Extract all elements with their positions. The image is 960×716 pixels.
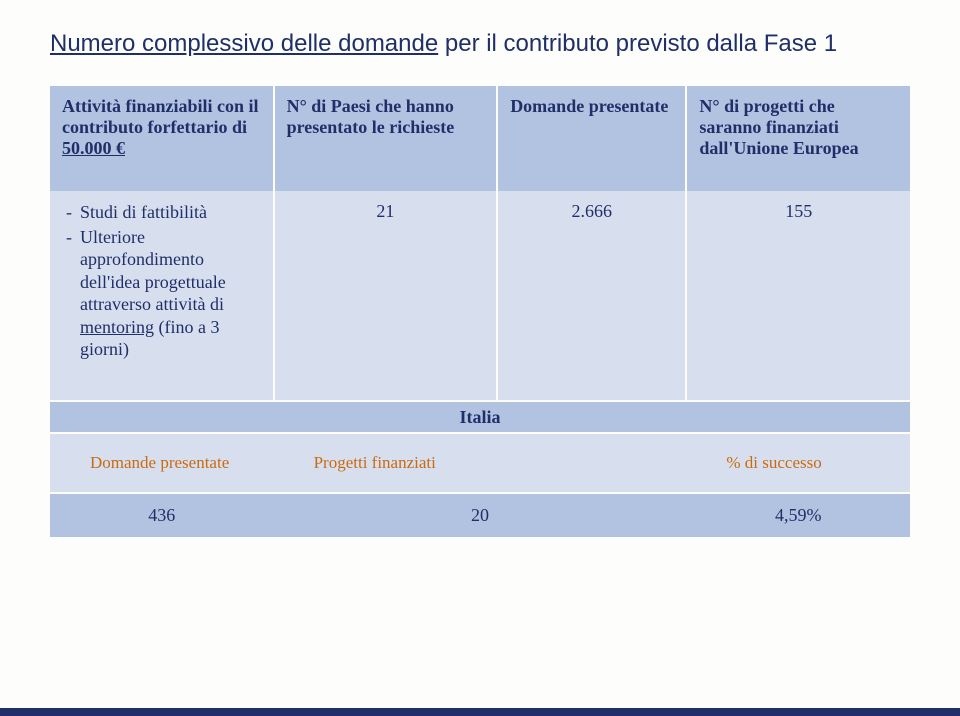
- header-col1-text: Attività finanziabili con il contributo …: [62, 96, 259, 137]
- italia-label: Italia: [50, 401, 910, 433]
- val-progetti: 20: [274, 493, 687, 537]
- b2-u: mentoring: [80, 317, 154, 337]
- footer-line: [0, 708, 960, 716]
- italia-header-row: Italia: [50, 401, 910, 433]
- cell-domande: 2.666: [497, 191, 686, 401]
- header-col1-amount: 50.000 €: [62, 138, 125, 158]
- italia-subheader-row: Domande presentate Progetti finanziati %…: [50, 433, 910, 493]
- main-table: Attività finanziabili con il contributo …: [50, 86, 910, 537]
- header-row: Attività finanziabili con il contributo …: [50, 86, 910, 191]
- list-item: Ulteriore approfondimento dell'idea prog…: [66, 226, 261, 361]
- header-col4: N° di progetti che saranno finanziati da…: [686, 86, 910, 191]
- activities-list: Studi di fattibilità Ulteriore approfond…: [62, 201, 261, 361]
- subheader-successo: % di successo: [686, 433, 910, 493]
- header-col3: Domande presentate: [497, 86, 686, 191]
- title-rest: per il contributo previsto dalla Fase 1: [438, 30, 837, 57]
- val-successo: 4,59%: [686, 493, 910, 537]
- cell-paesi: 21: [274, 191, 498, 401]
- cell-progetti: 155: [686, 191, 910, 401]
- b2-pre: Ulteriore approfondimento dell'idea prog…: [80, 227, 226, 315]
- italia-values-row: 436 20 4,59%: [50, 493, 910, 537]
- subheader-progetti: Progetti finanziati: [274, 433, 687, 493]
- subheader-domande: Domande presentate: [50, 433, 274, 493]
- page-title: Numero complessivo delle domande per il …: [50, 30, 910, 58]
- list-item: Studi di fattibilità: [66, 201, 261, 224]
- title-underlined: Numero complessivo delle domande: [50, 30, 438, 57]
- header-col2: N° di Paesi che hanno presentato le rich…: [274, 86, 498, 191]
- val-domande: 436: [50, 493, 274, 537]
- data-row: Studi di fattibilità Ulteriore approfond…: [50, 191, 910, 401]
- cell-activities: Studi di fattibilità Ulteriore approfond…: [50, 191, 274, 401]
- header-col1: Attività finanziabili con il contributo …: [50, 86, 274, 191]
